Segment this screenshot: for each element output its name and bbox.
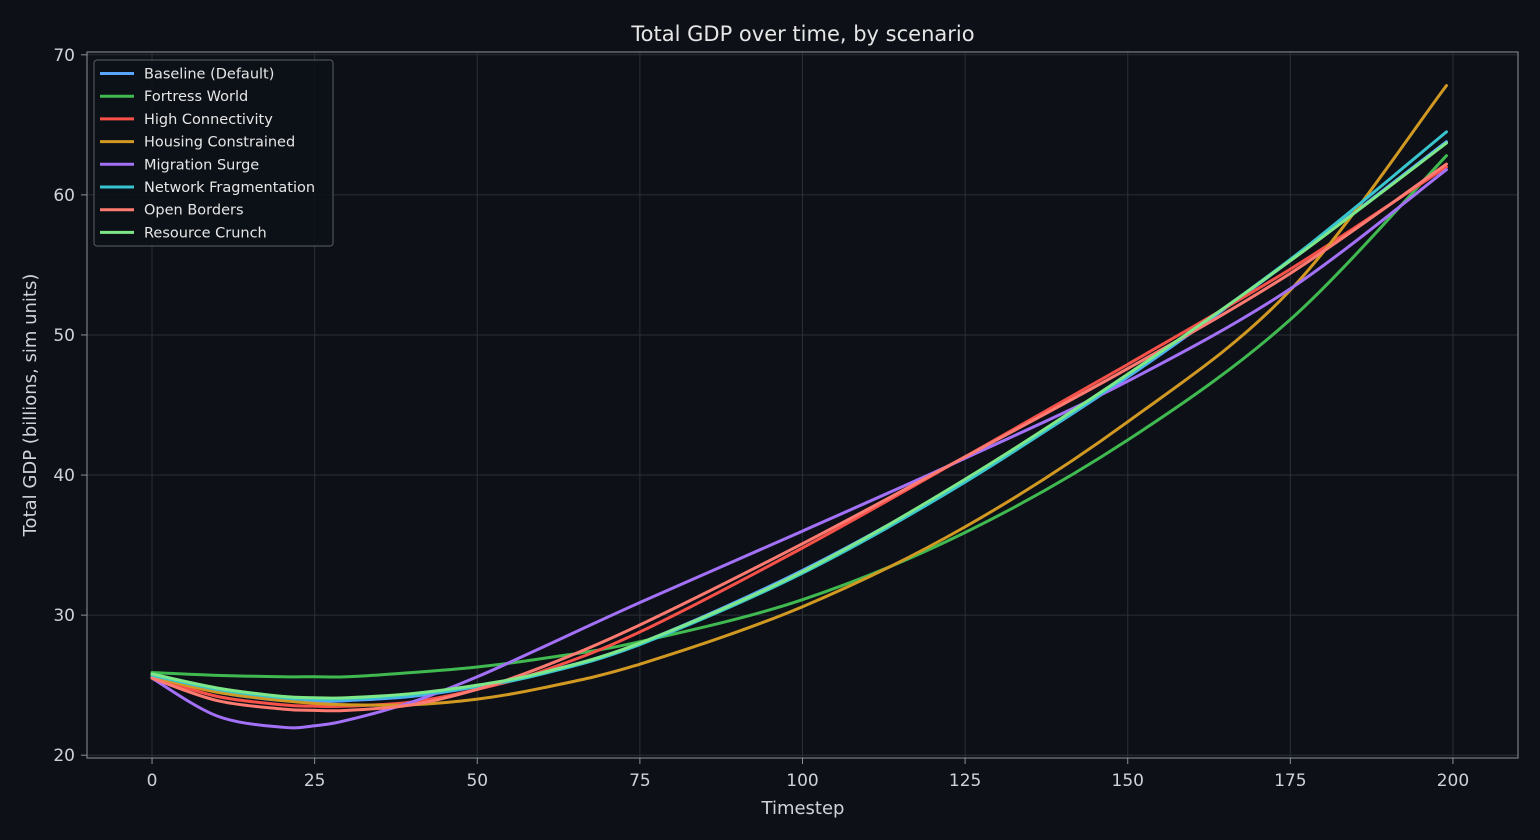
x-tick-label: 175: [1274, 771, 1306, 791]
series-line-high-connectivity: [150, 165, 1448, 709]
x-axis-label: Timestep: [761, 798, 845, 819]
y-tick-label: 50: [53, 326, 75, 346]
legend-label-high-connectivity: High Connectivity: [144, 112, 273, 128]
x-tick-label: 125: [949, 771, 981, 791]
x-tick-label: 75: [629, 771, 651, 791]
grid: [87, 52, 1518, 758]
legend-box: [93, 59, 334, 247]
legend-label-housing-constrained: Housing Constrained: [144, 135, 295, 151]
x-tick-label: 50: [466, 771, 488, 791]
y-tick-label: 70: [53, 46, 75, 66]
chart-title: Total GDP over time, by scenario: [630, 22, 974, 46]
legend: Baseline (Default) Fortress World High Con…: [93, 59, 334, 247]
y-tick-label: 20: [53, 746, 75, 766]
legend-label-network-fragmentation: Network Fragmentation: [144, 180, 315, 196]
legend-label-resource-crunch: Resource Crunch: [144, 225, 267, 241]
x-tick-label: 150: [1112, 771, 1144, 791]
legend-label-baseline-default: Baseline (Default): [144, 67, 274, 83]
x-tick-label: 25: [304, 771, 326, 791]
series-lines: [150, 84, 1448, 730]
x-tick-label: 100: [786, 771, 818, 791]
axis-ticks: 0 25 50 75 100 125 150 175 200 20 30 40 50 60 70: [53, 46, 1469, 791]
x-tick-label: 200: [1437, 771, 1469, 791]
series-line-migration-surge: [150, 168, 1448, 730]
series-line-housing-constrained: [150, 84, 1448, 707]
y-tick-label: 40: [53, 466, 75, 486]
legend-label-migration-surge: Migration Surge: [144, 157, 259, 173]
series-line-fortress-world: [150, 154, 1448, 679]
y-tick-label: 60: [53, 186, 75, 206]
legend-label-fortress-world: Fortress World: [144, 89, 248, 105]
legend-label-open-borders: Open Borders: [144, 203, 244, 219]
y-tick-label: 30: [53, 606, 75, 626]
y-axis-label: Total GDP (billions, sim units): [20, 274, 41, 538]
series-line-resource-crunch: [150, 141, 1448, 700]
x-tick-label: 0: [147, 771, 158, 791]
